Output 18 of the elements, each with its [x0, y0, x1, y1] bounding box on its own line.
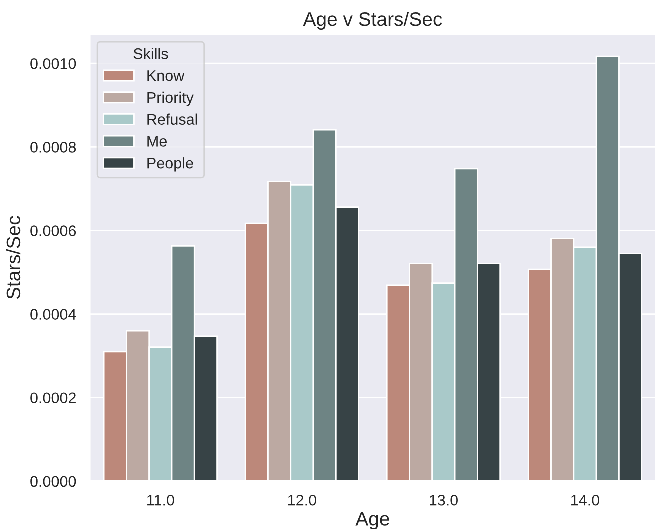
legend-label: Priority	[148, 92, 194, 106]
x-tick-label: 13.0	[430, 494, 458, 506]
y-tick-label: 0.0004	[30, 309, 76, 320]
y-axis-title: Stars/Sec	[6, 216, 21, 300]
x-tick-label: 11.0	[148, 494, 174, 506]
chart-title: Age v Stars/Sec	[303, 12, 442, 30]
legend-label: Know	[148, 70, 185, 82]
legend-label: People	[148, 158, 194, 172]
legend-label: Me	[148, 136, 167, 147]
y-tick-label: 0.0008	[30, 142, 76, 153]
x-tick-label: 14.0	[572, 494, 600, 506]
y-tick-label: 0.0002	[30, 392, 76, 404]
x-tick-label: 12.0	[288, 494, 316, 506]
y-tick-label: 0.0000	[30, 476, 76, 488]
legend-label: Refusal	[148, 114, 198, 125]
legend-title: Skills	[134, 48, 168, 60]
y-tick-label: 0.0010	[30, 58, 76, 70]
y-tick-label: 0.0006	[30, 226, 76, 236]
